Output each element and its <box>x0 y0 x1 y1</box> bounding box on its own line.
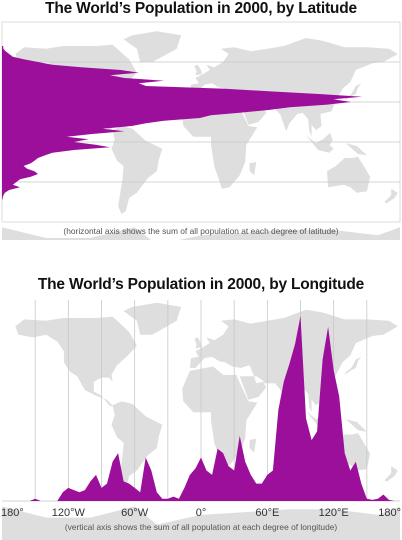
longitude-population-series <box>2 316 400 501</box>
longitude-axis-note: (vertical axis shows the sum of all popu… <box>64 522 338 532</box>
longitude-land-new-guinea <box>345 419 367 432</box>
latitude-land-australia <box>327 156 371 193</box>
latitude-population-series <box>2 46 362 201</box>
longitude-land-south-america <box>111 401 163 493</box>
latitude-axis-note: (horizontal axis shows the sum of all po… <box>63 226 339 236</box>
latitude-land-madagascar <box>249 162 257 176</box>
latitude-land-greenland <box>123 31 182 62</box>
longitude-tick-label: 0° <box>196 507 207 519</box>
longitude-tick-label: 180° <box>378 507 401 519</box>
longitude-land-north-america <box>15 316 137 407</box>
latitude-land-borneo <box>321 132 333 148</box>
latitude-chart <box>1 21 401 240</box>
longitude-tick-label: 60°E <box>255 507 279 519</box>
longitude-land-madagascar <box>249 438 257 453</box>
latitude-land-new-zealand <box>384 188 398 204</box>
longitude-land-britain <box>194 337 203 349</box>
latitude-land-new-guinea <box>345 143 367 156</box>
longitude-tick-label: 120°W <box>52 507 86 519</box>
longitude-land-japan <box>344 356 362 375</box>
latitude-land-indonesia <box>306 135 334 153</box>
longitude-land-new-zealand <box>384 466 398 482</box>
longitude-land-arabia <box>239 376 267 400</box>
longitude-land-antarctica <box>2 506 400 540</box>
longitude-tick-label: 60°W <box>121 507 149 519</box>
longitude-land-greenland <box>123 302 182 335</box>
latitude-chart-title: The World’s Population in 2000, by Latit… <box>45 0 357 17</box>
latitude-land-antarctica <box>2 227 400 240</box>
latitude-land-britain <box>194 64 203 76</box>
latitude-land-eurasia <box>189 38 398 137</box>
longitude-tick-label: 180° <box>1 507 24 519</box>
longitude-tick-label: 120°E <box>319 507 349 519</box>
longitude-chart-title: The World’s Population in 2000, by Longi… <box>37 276 365 293</box>
latitude-land-south-america <box>111 126 163 214</box>
